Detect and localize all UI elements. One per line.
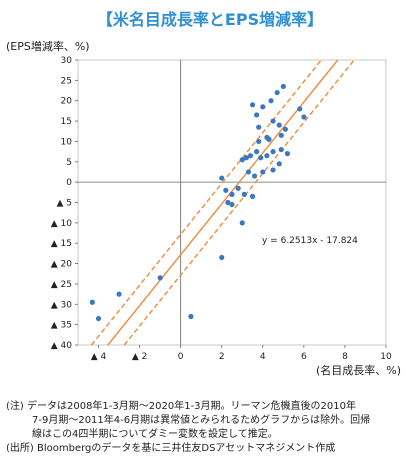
data-point	[247, 153, 254, 159]
x-tick-label: 8	[342, 352, 348, 362]
x-tick-label: ▲ 2	[132, 352, 148, 362]
data-point	[89, 299, 95, 305]
upper-band-line	[90, 59, 322, 346]
note-line-3: 線はこの4四半期についてダミー変数を設定して推定。	[32, 429, 278, 440]
data-point	[282, 126, 288, 132]
data-point	[256, 124, 262, 130]
data-point	[245, 169, 252, 175]
data-point	[241, 191, 247, 197]
data-point	[157, 275, 163, 281]
y-tick-label: 25	[61, 76, 72, 86]
note-line-2: 7-9月期～2011年4-6月期は異常値とみられるためグラフからは除外。回帰	[32, 415, 371, 426]
data-point	[264, 153, 270, 159]
data-point	[249, 193, 256, 199]
data-point	[229, 191, 235, 197]
y-tick-label: ▲ 5	[56, 199, 72, 209]
data-point	[297, 106, 303, 112]
data-point	[270, 118, 276, 124]
data-point	[229, 201, 235, 208]
data-point	[278, 132, 284, 138]
data-point	[276, 161, 282, 167]
data-point	[95, 315, 102, 322]
data-point	[276, 122, 282, 128]
y-tick-label: 0	[66, 178, 72, 188]
data-point	[243, 155, 249, 161]
data-point	[280, 83, 286, 90]
y-tick-label: 15	[61, 117, 72, 127]
data-point	[219, 175, 225, 181]
y-tick-label: ▲ 40	[51, 341, 73, 351]
x-tick-label: ▲ 4	[91, 352, 107, 362]
chart-title: 【米名目成長率とEPS増減率】	[96, 10, 324, 29]
data-point	[249, 102, 256, 108]
data-point	[254, 112, 260, 118]
data-point	[284, 151, 291, 157]
lower-band-line	[123, 59, 355, 346]
data-point	[251, 173, 258, 179]
data-point	[270, 167, 276, 173]
y-tick-label: 10	[61, 137, 73, 147]
x-tick-label: 10	[380, 352, 392, 362]
note-line-1: (注) データは2008年1-3月期～2020年1-3月期。リーマン危機直後の2…	[6, 401, 356, 412]
y-tick-label: ▲ 20	[51, 260, 73, 270]
regression-equation: y = 6.2513x - 17.824	[262, 236, 358, 246]
x-axis-label: (名目成長率、%)	[316, 364, 402, 377]
y-tick-label: 20	[61, 97, 73, 107]
y-tick-label: ▲ 10	[51, 219, 73, 229]
y-tick-label: ▲ 35	[51, 321, 72, 331]
data-point	[270, 149, 276, 155]
y-axis-label: (EPS増減率、%)	[6, 40, 90, 53]
data-point	[235, 185, 241, 191]
data-point	[260, 169, 266, 175]
data-point	[301, 114, 307, 120]
source-note: (出所) Bloombergのデータを基に三井住友DSアセットマネジメント作成	[6, 443, 336, 454]
data-point	[266, 136, 272, 142]
data-point	[274, 89, 280, 96]
x-tick-label: 0	[178, 352, 184, 362]
x-tick-label: 6	[301, 352, 307, 362]
footnotes: (注) データは2008年1-3月期～2020年1-3月期。リーマン危機直後の2…	[6, 400, 416, 456]
y-tick-label: ▲ 25	[51, 280, 72, 290]
data-point	[268, 98, 274, 104]
data-point	[188, 313, 194, 320]
data-point	[239, 157, 245, 163]
regression-line	[107, 59, 339, 346]
data-point	[278, 146, 284, 153]
y-tick-label: ▲ 15	[51, 239, 72, 249]
data-point	[225, 199, 231, 206]
y-tick-label: ▲ 30	[51, 300, 73, 310]
data-point	[223, 187, 229, 193]
x-tick-label: 4	[260, 352, 266, 362]
data-point	[254, 149, 260, 155]
data-point	[260, 104, 266, 110]
data-point	[116, 291, 122, 297]
data-point	[219, 254, 225, 261]
data-point	[258, 155, 264, 161]
y-tick-label: 5	[66, 158, 72, 168]
y-tick-label: 30	[61, 56, 73, 66]
data-point	[239, 220, 245, 226]
x-tick-label: 2	[219, 352, 225, 362]
data-point	[256, 138, 262, 145]
